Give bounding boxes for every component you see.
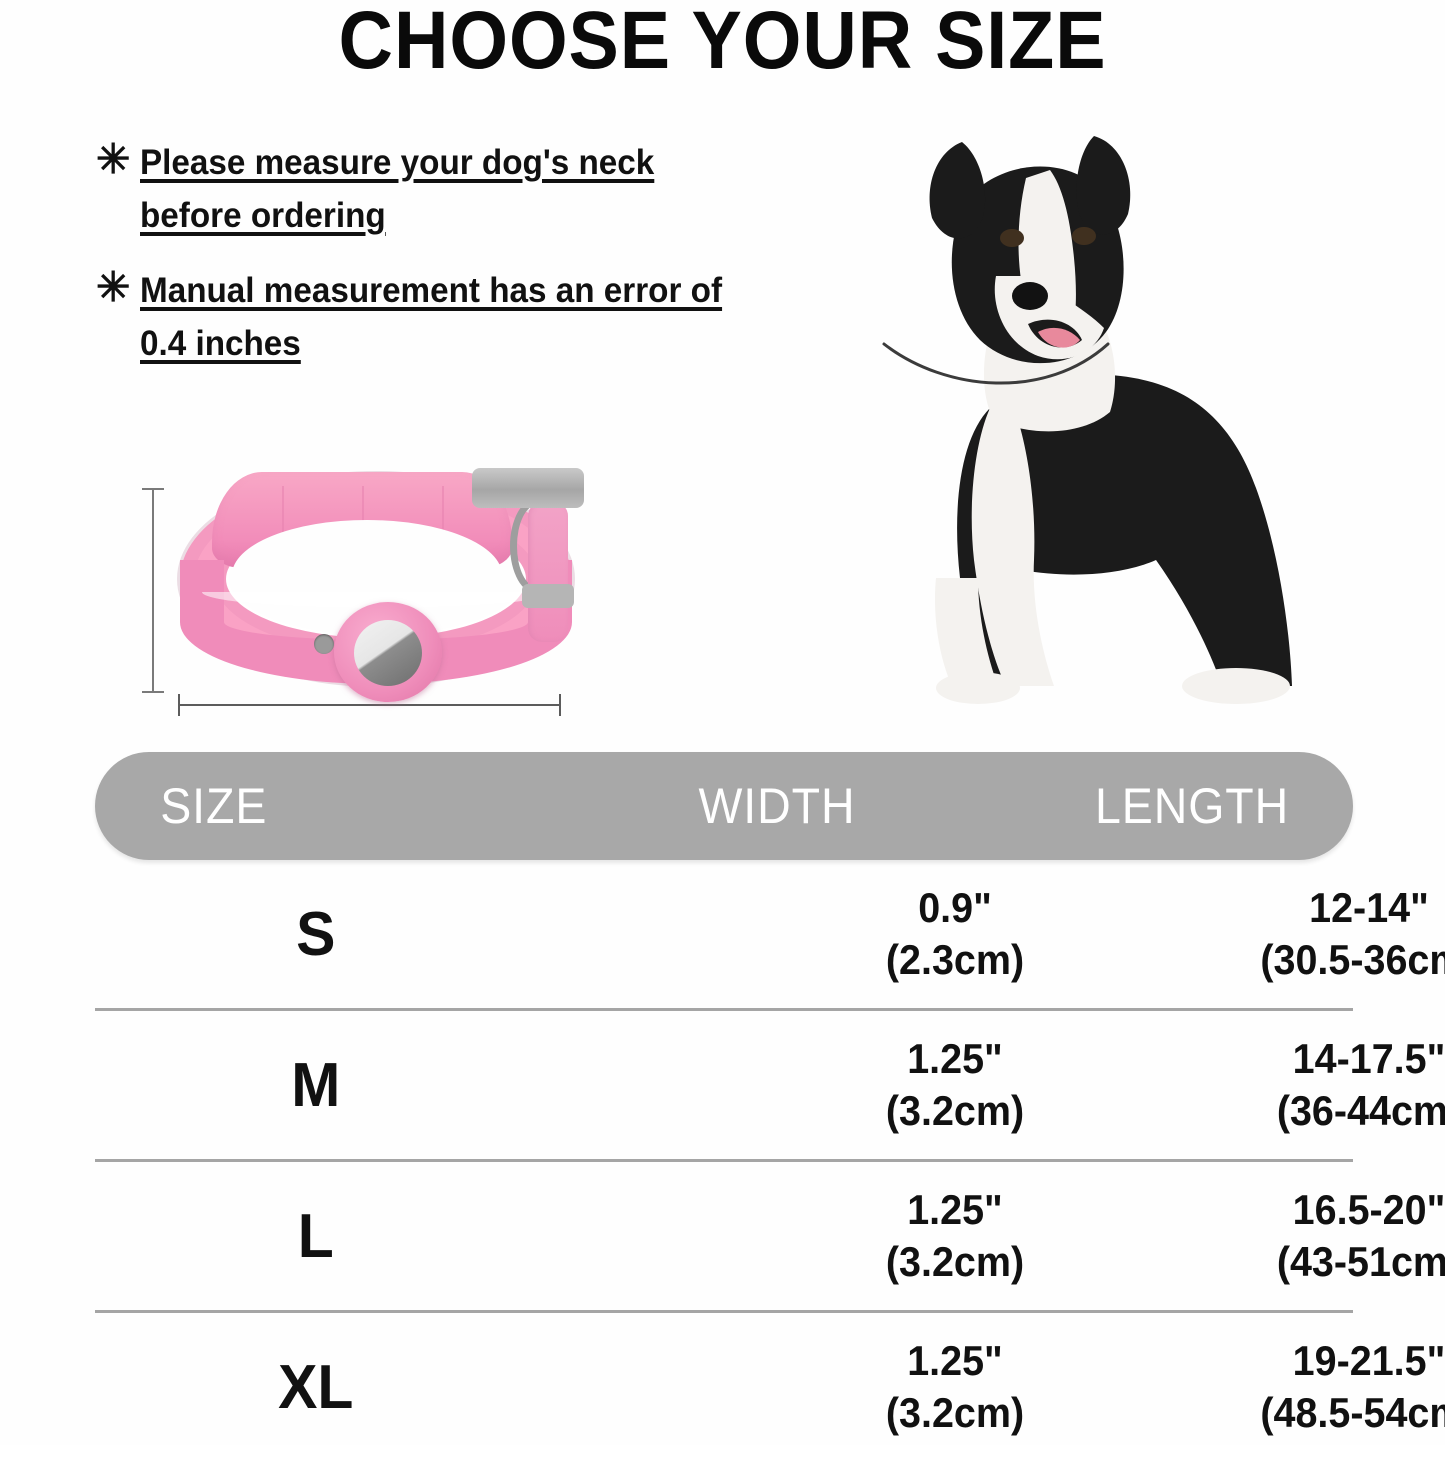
length-inches: 16.5-20" bbox=[1292, 1186, 1445, 1233]
cell-size: M bbox=[291, 1050, 341, 1120]
note-item: ✳ Manual measurement has an error of 0.4… bbox=[96, 264, 796, 370]
width-inches: 1.25" bbox=[907, 1186, 1003, 1233]
length-cm: (48.5-54cm) bbox=[1260, 1389, 1445, 1436]
width-dimension-line bbox=[142, 488, 164, 693]
border-collie-illustration bbox=[882, 136, 1292, 704]
cell-width: 1.25" (3.2cm) bbox=[767, 1335, 1143, 1439]
width-cm: (2.3cm) bbox=[885, 936, 1025, 983]
cell-length: 14-17.5" (36-44cm) bbox=[1168, 1033, 1445, 1137]
airtag-disc bbox=[354, 620, 422, 686]
note-text: Please measure your dog's neck before or… bbox=[140, 143, 655, 235]
cell-length: 16.5-20" (43-51cm) bbox=[1168, 1184, 1445, 1288]
strap-keeper bbox=[522, 584, 574, 608]
notes-list: ✳ Please measure your dog's neck before … bbox=[96, 136, 796, 392]
cell-width: 1.25" (3.2cm) bbox=[767, 1184, 1143, 1288]
table-row: L 1.25" (3.2cm) 16.5-20" (43-51cm) bbox=[95, 1162, 1445, 1313]
rivet-icon bbox=[314, 634, 334, 654]
buckle bbox=[472, 468, 584, 508]
table-row: S 0.9" (2.3cm) 12-14" (30.5-36cm) bbox=[95, 860, 1445, 1011]
cell-length: 19-21.5" (48.5-54cm) bbox=[1168, 1335, 1445, 1439]
width-inches: 0.9" bbox=[918, 884, 992, 931]
width-inches: 1.25" bbox=[907, 1337, 1003, 1384]
table-header-row: SIZE WIDTH LENGTH bbox=[95, 752, 1353, 860]
neck-measure-line bbox=[882, 342, 1110, 385]
page-title: CHOOSE YOUR SIZE bbox=[338, 0, 1107, 86]
asterisk-icon: ✳ bbox=[96, 136, 131, 182]
size-chart-table: SIZE WIDTH LENGTH S 0.9" (2.3cm) 12-14" … bbox=[95, 752, 1445, 1461]
note-text: Manual measurement has an error of 0.4 i… bbox=[140, 271, 723, 363]
cell-size: S bbox=[296, 899, 336, 969]
note-item: ✳ Please measure your dog's neck before … bbox=[96, 136, 796, 242]
length-cm: (30.5-36cm) bbox=[1260, 936, 1445, 983]
length-cm: (43-51cm) bbox=[1276, 1238, 1445, 1285]
strap-tail bbox=[528, 502, 568, 642]
width-cm: (3.2cm) bbox=[885, 1238, 1025, 1285]
column-header-width: WIDTH bbox=[698, 778, 856, 834]
length-cm: (36-44cm) bbox=[1276, 1087, 1445, 1134]
asterisk-icon: ✳ bbox=[96, 264, 131, 310]
cell-width: 0.9" (2.3cm) bbox=[767, 882, 1143, 986]
width-cm: (3.2cm) bbox=[885, 1389, 1025, 1436]
length-dimension-line bbox=[178, 694, 561, 716]
length-inches: 12-14" bbox=[1309, 884, 1429, 931]
column-header-length: LENGTH bbox=[1094, 778, 1290, 834]
dog-photo bbox=[840, 108, 1310, 708]
collar-product-figure bbox=[130, 450, 600, 735]
cell-size: XL bbox=[278, 1352, 354, 1422]
collar-illustration bbox=[172, 464, 592, 702]
cell-width: 1.25" (3.2cm) bbox=[767, 1033, 1143, 1137]
reflective-strip bbox=[202, 592, 552, 608]
cell-length: 12-14" (30.5-36cm) bbox=[1168, 882, 1445, 986]
column-header-size: SIZE bbox=[160, 778, 268, 834]
airtag-holder bbox=[334, 602, 442, 702]
width-cm: (3.2cm) bbox=[885, 1087, 1025, 1134]
cell-size: L bbox=[297, 1201, 334, 1271]
length-inches: 14-17.5" bbox=[1292, 1035, 1445, 1082]
width-inches: 1.25" bbox=[907, 1035, 1003, 1082]
length-inches: 19-21.5" bbox=[1292, 1337, 1445, 1384]
table-row: XL 1.25" (3.2cm) 19-21.5" (48.5-54cm) bbox=[95, 1313, 1445, 1461]
table-row: M 1.25" (3.2cm) 14-17.5" (36-44cm) bbox=[95, 1011, 1445, 1162]
